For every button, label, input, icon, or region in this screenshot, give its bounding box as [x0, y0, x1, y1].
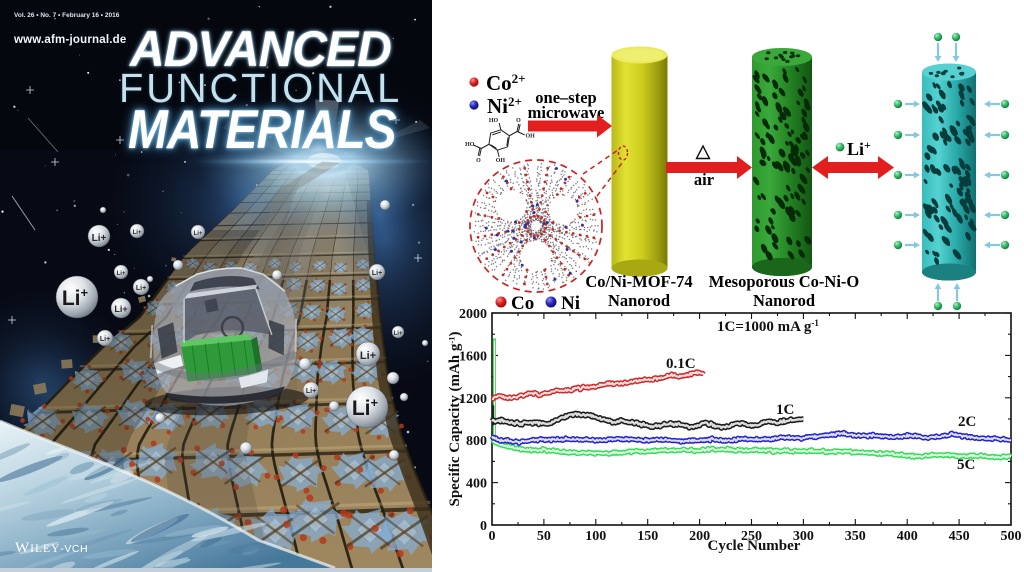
svg-text:Nanorod: Nanorod	[753, 291, 815, 310]
svg-text:Li+: Li+	[394, 331, 403, 337]
svg-text:HO: HO	[465, 142, 475, 148]
svg-text:Specific Capacity (mAh g-1): Specific Capacity (mAh g-1)	[447, 332, 464, 507]
svg-text:Li+: Li+	[62, 285, 89, 310]
svg-text:OH: OH	[496, 158, 506, 164]
svg-text:0.1C: 0.1C	[666, 356, 696, 372]
svg-text:O: O	[516, 118, 521, 124]
svg-text:1C=1000 mA g-1: 1C=1000 mA g-1	[717, 318, 819, 335]
svg-text:Li+: Li+	[136, 285, 146, 292]
svg-text:Ni: Ni	[561, 293, 580, 314]
svg-text:Cycle Number: Cycle Number	[708, 538, 801, 554]
svg-text:400: 400	[897, 529, 918, 544]
svg-text:Li+: Li+	[133, 230, 142, 236]
svg-text:Li+: Li+	[194, 231, 203, 237]
svg-text:1C: 1C	[776, 402, 794, 418]
svg-text:Li+: Li+	[360, 350, 376, 362]
svg-text:Co/Ni-MOF-74: Co/Ni-MOF-74	[585, 272, 692, 291]
svg-text:5C: 5C	[957, 457, 975, 473]
svg-text:Co: Co	[511, 293, 534, 314]
svg-text:400: 400	[466, 477, 487, 492]
svg-text:500: 500	[1001, 529, 1022, 544]
svg-text:Li+: Li+	[100, 336, 110, 343]
svg-text:OH: OH	[525, 133, 535, 139]
svg-text:1600: 1600	[459, 349, 487, 364]
svg-text:microwave: microwave	[528, 103, 605, 122]
svg-text:one–step: one–step	[535, 88, 596, 107]
svg-text:Mesoporous Co-Ni-O: Mesoporous Co-Ni-O	[709, 272, 860, 291]
svg-text:HO: HO	[489, 118, 499, 124]
svg-text:Li+: Li+	[306, 388, 316, 395]
svg-text:Li+: Li+	[92, 233, 107, 244]
svg-text:Li+: Li+	[117, 271, 126, 277]
svg-text:2C: 2C	[958, 414, 976, 430]
svg-text:350: 350	[845, 529, 866, 544]
svg-text:air: air	[694, 170, 714, 189]
svg-text:150: 150	[637, 529, 658, 544]
svg-text:800: 800	[466, 434, 487, 449]
svg-text:250: 250	[741, 529, 762, 544]
svg-text:450: 450	[949, 529, 970, 544]
svg-text:50: 50	[537, 529, 551, 544]
svg-text:Nanorod: Nanorod	[608, 291, 670, 310]
svg-text:0: 0	[489, 529, 496, 544]
svg-text:Li+: Li+	[114, 304, 127, 314]
svg-text:Li+: Li+	[372, 270, 382, 277]
svg-text:300: 300	[793, 529, 814, 544]
svg-text:100: 100	[585, 529, 606, 544]
svg-text:0: 0	[480, 519, 487, 534]
svg-text:O: O	[476, 158, 481, 164]
svg-text:200: 200	[689, 529, 710, 544]
svg-text:2000: 2000	[459, 307, 487, 322]
svg-text:1200: 1200	[459, 392, 487, 407]
